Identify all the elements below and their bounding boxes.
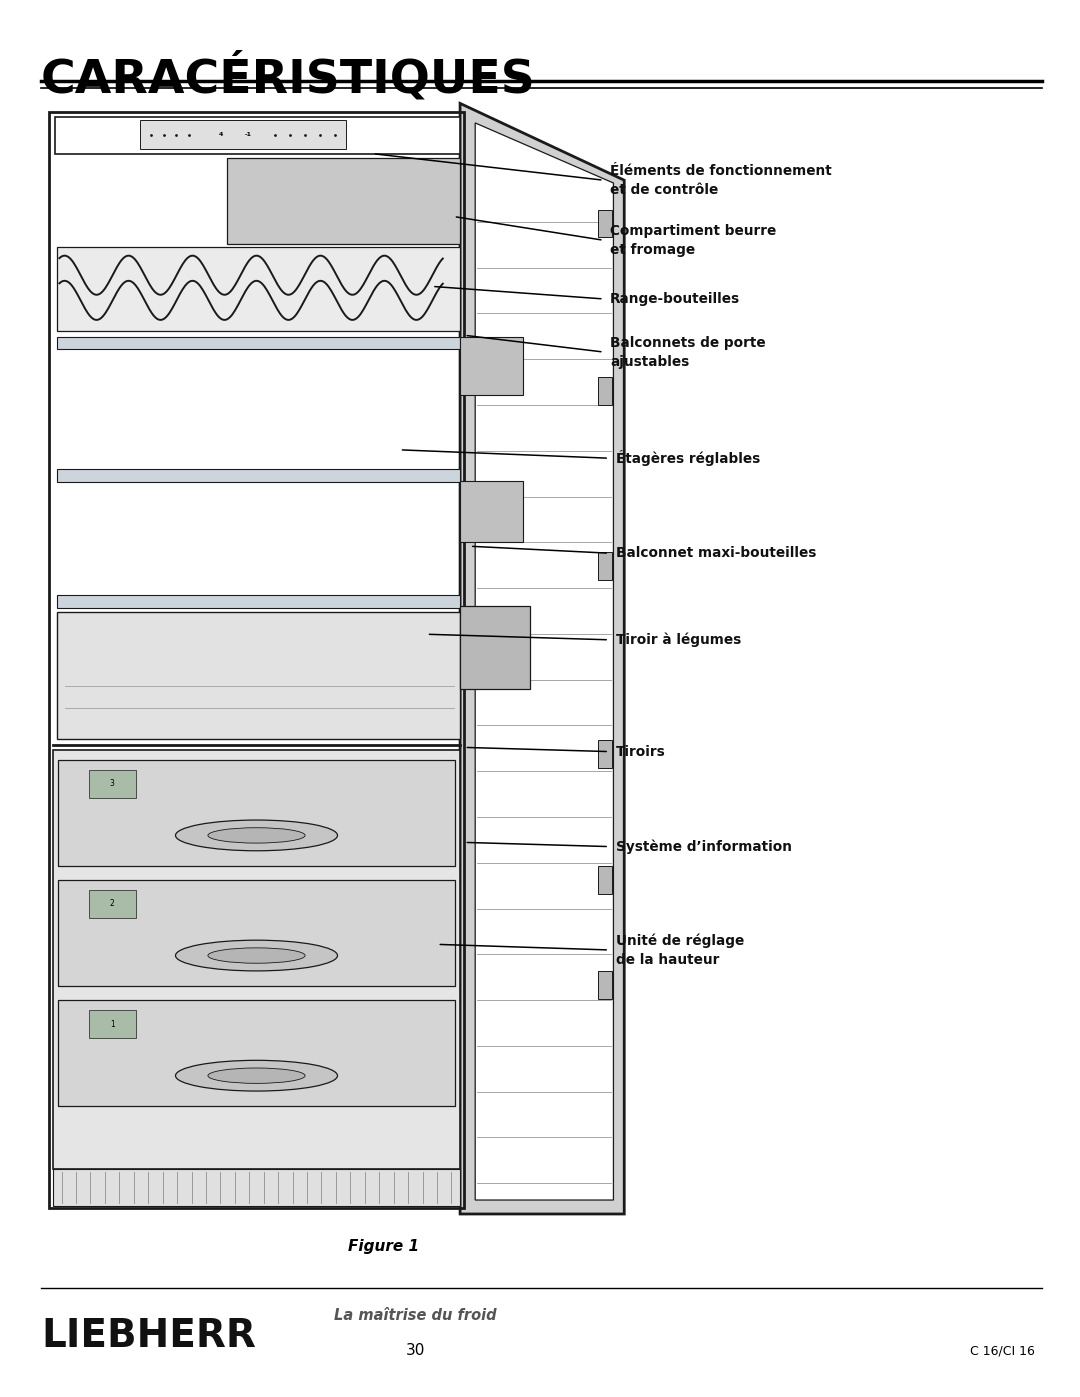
Text: Balconnet maxi-bouteilles: Balconnet maxi-bouteilles (616, 546, 816, 560)
Polygon shape (89, 1010, 136, 1038)
Polygon shape (89, 770, 136, 798)
Polygon shape (58, 760, 455, 866)
Text: Range-bouteilles: Range-bouteilles (610, 292, 740, 306)
Polygon shape (227, 158, 460, 244)
Polygon shape (598, 740, 612, 768)
Text: Éléments de fonctionnement
et de contrôle: Éléments de fonctionnement et de contrôl… (610, 163, 832, 197)
Ellipse shape (175, 1060, 337, 1091)
Polygon shape (460, 606, 530, 689)
Text: LIEBHERR: LIEBHERR (41, 1316, 256, 1355)
Polygon shape (598, 552, 612, 580)
Text: Figure 1: Figure 1 (348, 1239, 419, 1253)
Ellipse shape (207, 949, 306, 964)
Text: 30: 30 (406, 1344, 426, 1358)
Polygon shape (58, 1000, 455, 1106)
Polygon shape (598, 866, 612, 894)
Polygon shape (460, 481, 523, 542)
Polygon shape (460, 103, 624, 1214)
Text: Unité de réglage
de la hauteur: Unité de réglage de la hauteur (616, 933, 744, 967)
Ellipse shape (207, 1067, 306, 1084)
Polygon shape (140, 120, 346, 149)
Text: -1: -1 (245, 133, 252, 137)
Text: Compartiment beurre
et fromage: Compartiment beurre et fromage (610, 224, 777, 257)
Polygon shape (460, 337, 523, 395)
Ellipse shape (207, 827, 306, 842)
Text: La maîtrise du froid: La maîtrise du froid (335, 1309, 497, 1323)
Text: CARACÉRISTIQUES: CARACÉRISTIQUES (41, 53, 536, 102)
Polygon shape (55, 117, 460, 154)
Polygon shape (53, 1169, 460, 1206)
Polygon shape (598, 377, 612, 405)
Polygon shape (57, 247, 460, 331)
Polygon shape (58, 880, 455, 986)
Polygon shape (57, 612, 460, 739)
Text: Tiroir à légumes: Tiroir à légumes (616, 633, 741, 647)
Polygon shape (598, 971, 612, 999)
Polygon shape (53, 750, 460, 1169)
Text: Balconnets de porte
ajustables: Balconnets de porte ajustables (610, 335, 766, 369)
Polygon shape (89, 890, 136, 918)
Polygon shape (57, 469, 460, 482)
Text: Étagères réglables: Étagères réglables (616, 450, 760, 467)
Text: 4: 4 (219, 133, 224, 137)
Text: 2: 2 (110, 900, 114, 908)
Ellipse shape (175, 940, 337, 971)
Text: 3: 3 (110, 780, 114, 788)
Text: C 16/CI 16: C 16/CI 16 (970, 1344, 1035, 1358)
Polygon shape (598, 210, 612, 237)
Ellipse shape (175, 820, 337, 851)
Text: Tiroirs: Tiroirs (616, 745, 665, 759)
Polygon shape (475, 123, 613, 1200)
Polygon shape (57, 337, 460, 349)
Text: 1: 1 (110, 1020, 114, 1028)
Text: Système d’information: Système d’information (616, 840, 792, 854)
Polygon shape (57, 595, 460, 608)
